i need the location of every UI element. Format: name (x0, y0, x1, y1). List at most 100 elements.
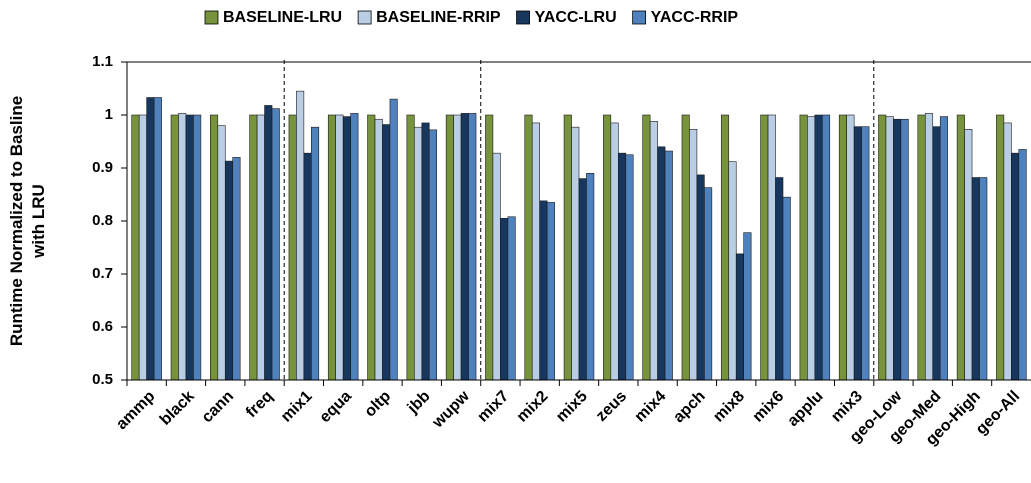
bar (681, 114, 690, 381)
x-tick-label: jbb (404, 388, 434, 418)
bar (893, 118, 902, 381)
bar (335, 114, 344, 381)
bar (131, 114, 140, 381)
bar (782, 196, 791, 381)
bar (821, 114, 831, 381)
bar (932, 126, 941, 381)
legend-swatch (516, 10, 530, 25)
bar (296, 90, 305, 381)
bar (264, 105, 273, 381)
bar (468, 113, 477, 381)
bar (445, 114, 454, 381)
x-tick-label: zeus (593, 388, 630, 425)
bar (610, 122, 619, 381)
bar (625, 154, 634, 381)
bar (414, 126, 423, 381)
bar (193, 114, 202, 381)
bar (563, 114, 572, 381)
x-tick-label: geo-All (973, 388, 1023, 438)
bar (146, 97, 155, 381)
bar (664, 150, 673, 381)
bar (878, 114, 887, 381)
bar (374, 118, 383, 381)
x-tick-label: mix5 (553, 388, 591, 426)
bar (546, 202, 555, 381)
bar (539, 200, 548, 381)
bar (178, 113, 187, 381)
y-tick-label: 0.9 (92, 159, 113, 176)
bar (224, 160, 234, 381)
y-axis-label: Runtime Normalized to Basline (7, 96, 26, 346)
bar (728, 161, 737, 381)
x-tick-label: mix6 (750, 388, 788, 426)
bar (853, 126, 862, 381)
y-tick-label: 0.7 (92, 265, 113, 282)
bar (767, 114, 776, 381)
bar (704, 187, 713, 381)
bar (367, 114, 376, 381)
bar (350, 113, 359, 381)
bar (460, 113, 469, 381)
x-tick-label: mix4 (632, 388, 670, 426)
x-tick-label: mix1 (278, 388, 316, 426)
y-axis-label: with LRU (29, 184, 48, 259)
bar (271, 108, 280, 381)
bar (288, 114, 297, 381)
bar (649, 121, 658, 381)
bar (696, 174, 705, 381)
bar (939, 116, 948, 381)
x-tick-label: mix8 (710, 388, 748, 426)
x-tick-label: apch (670, 388, 708, 426)
bar (720, 114, 730, 381)
bar (979, 177, 988, 381)
y-tick-label: 1.1 (92, 53, 113, 70)
bar (327, 114, 337, 381)
bar (138, 114, 147, 381)
legend-swatch (357, 10, 372, 25)
bar (406, 114, 415, 381)
bar (249, 114, 258, 381)
bar (303, 152, 312, 381)
bar (1011, 152, 1020, 381)
legend-label: BASELINE-RRIP (376, 9, 501, 26)
bar (571, 126, 580, 381)
bar (917, 114, 926, 381)
bar (500, 218, 509, 381)
bar (618, 152, 627, 381)
bar (524, 114, 533, 381)
bar (1003, 122, 1012, 381)
bar (428, 129, 438, 381)
bar (956, 114, 965, 381)
bar (900, 118, 909, 381)
bar (814, 114, 823, 381)
bar (743, 232, 752, 381)
y-tick-label: 0.5 (92, 371, 113, 388)
bar (642, 114, 651, 381)
x-tick-label: oltp (362, 388, 395, 421)
bar (964, 129, 973, 381)
x-tick-label: mix2 (514, 388, 552, 426)
x-tick-label: black (157, 388, 198, 429)
bar (485, 114, 494, 381)
bar (924, 113, 934, 381)
x-tick-label: ammp (113, 388, 159, 434)
bar (861, 126, 870, 381)
bar (256, 114, 265, 381)
bar (342, 116, 351, 381)
bar (531, 122, 540, 381)
bar (689, 129, 698, 381)
bar (232, 157, 241, 381)
bar (185, 114, 194, 381)
legend-label: YACC-RRIP (651, 9, 739, 26)
bar (492, 152, 501, 381)
x-tick-label: equa (317, 388, 356, 427)
y-tick-label: 0.8 (92, 212, 113, 229)
bar (382, 124, 391, 381)
bar (996, 114, 1005, 381)
bar (603, 114, 612, 381)
y-tick-label: 0.6 (92, 318, 113, 335)
bar (507, 216, 516, 381)
bar (170, 114, 179, 381)
legend-swatch (204, 10, 219, 25)
